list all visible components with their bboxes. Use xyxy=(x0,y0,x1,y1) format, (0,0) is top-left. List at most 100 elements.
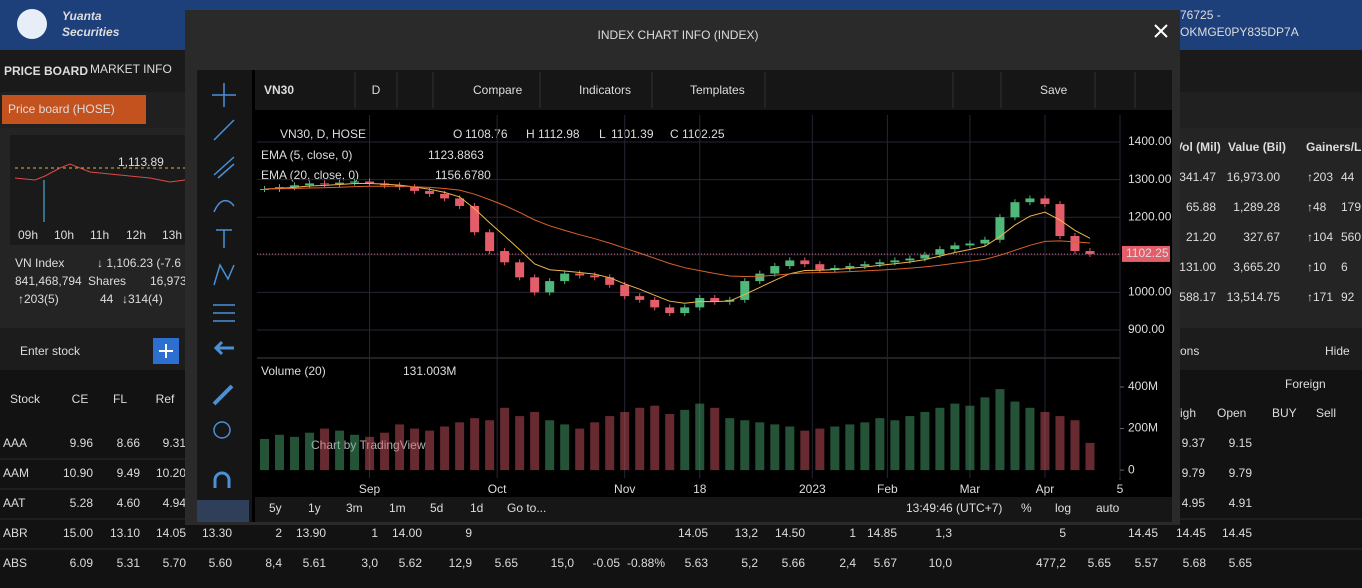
cell: 5,2 xyxy=(741,556,758,570)
cell: 9.49 xyxy=(117,466,141,480)
clock: 13:49:46 (UTC+7) xyxy=(906,501,1002,515)
range-button[interactable]: 5y xyxy=(269,501,282,515)
range-button[interactable]: 3m xyxy=(346,501,363,515)
column-header: Gainers/L xyxy=(1306,140,1361,154)
volume-bar xyxy=(515,416,525,471)
scale-button[interactable]: log xyxy=(1055,501,1071,515)
market-cell: ↑48 xyxy=(1307,200,1327,214)
fib-icon[interactable] xyxy=(213,156,235,179)
legend-value: 1156.6780 xyxy=(435,168,491,182)
volume-bar xyxy=(350,434,360,471)
cell: 10.20 xyxy=(156,466,186,480)
volume-bar xyxy=(305,432,315,471)
y2-tick-label: 200M xyxy=(1128,421,1158,435)
candle xyxy=(1085,251,1095,254)
text-icon[interactable] xyxy=(216,229,232,248)
zoom-icon[interactable] xyxy=(213,421,231,439)
market-cell: 131.00 xyxy=(1179,260,1216,274)
candle xyxy=(365,181,375,184)
candle xyxy=(875,262,885,265)
candle xyxy=(470,205,480,233)
candle xyxy=(860,264,870,267)
candle xyxy=(605,277,615,285)
crosshair-icon[interactable] xyxy=(212,83,236,107)
tool-icons xyxy=(212,83,236,488)
volume-bar xyxy=(920,411,930,471)
x-tick-label: 2023 xyxy=(799,482,826,496)
scale-button[interactable]: auto xyxy=(1096,501,1120,515)
range-button[interactable]: 1d xyxy=(470,501,483,515)
volume-bar xyxy=(740,420,750,471)
back-icon[interactable] xyxy=(213,340,234,356)
magnet-icon[interactable] xyxy=(213,471,231,488)
indicators-button[interactable]: Indicators xyxy=(579,83,631,97)
mini-chart xyxy=(10,135,185,245)
volume-bar xyxy=(800,430,810,471)
legend-text: 1101.39 xyxy=(611,127,654,141)
candle xyxy=(290,185,300,188)
range-button[interactable]: Go to... xyxy=(507,501,546,515)
candle xyxy=(1070,236,1080,252)
cell: 14.45 xyxy=(1176,526,1206,540)
brush-icon[interactable] xyxy=(213,199,235,213)
tools-toggle[interactable] xyxy=(197,500,249,522)
market-cell: 560 xyxy=(1341,230,1361,244)
legend-text: VN30, D, HOSE xyxy=(280,127,366,141)
column-header: Open xyxy=(1217,406,1246,420)
volume-bar xyxy=(395,424,405,471)
cell: 5.57 xyxy=(1135,556,1159,570)
hide-button[interactable]: Hide xyxy=(1325,344,1350,358)
tab-label[interactable]: Price board (HOSE) xyxy=(8,102,115,116)
cell: 5 xyxy=(1059,526,1066,540)
options[interactable]: ons xyxy=(1180,344,1199,358)
candle xyxy=(935,249,945,255)
cell: 5.67 xyxy=(874,556,898,570)
cell: 15.00 xyxy=(63,526,93,540)
time-label: 12h xyxy=(126,228,146,242)
volume-bar xyxy=(575,428,585,471)
index-volume: 841,468,794 xyxy=(15,274,82,288)
volume-bar xyxy=(620,411,630,471)
volume-bar xyxy=(485,420,495,471)
interval-button[interactable]: D xyxy=(372,83,381,97)
legend-text: C xyxy=(670,127,679,141)
cell: 14.05 xyxy=(678,526,708,540)
candle xyxy=(710,298,720,302)
x-tick-label: 18 xyxy=(693,482,707,496)
templates-button[interactable]: Templates xyxy=(690,83,745,97)
candle xyxy=(1025,198,1035,203)
close-button[interactable] xyxy=(1154,24,1168,38)
prediction-icon[interactable] xyxy=(213,304,235,322)
cell: 14.45 xyxy=(1222,526,1252,540)
save-button[interactable]: Save xyxy=(1040,83,1068,97)
legend-value: 1123.8863 xyxy=(428,148,484,162)
compare-button[interactable]: Compare xyxy=(473,83,523,97)
stock-input[interactable]: Enter stock xyxy=(20,344,81,358)
trendline-icon[interactable] xyxy=(213,119,235,141)
mini-line xyxy=(14,163,186,183)
market-cell: 341.47 xyxy=(1179,170,1216,184)
scale-button[interactable]: % xyxy=(1021,501,1032,515)
ruler-icon[interactable] xyxy=(212,384,234,406)
y-tick-label: 1200.00 xyxy=(1128,209,1172,223)
nav-item[interactable]: PRICE BOARD xyxy=(4,64,88,78)
x-tick-label: Apr xyxy=(1036,482,1055,496)
symbol-button[interactable]: VN30 xyxy=(264,83,294,97)
candle xyxy=(320,183,330,185)
candle xyxy=(845,266,855,268)
range-button[interactable]: 1y xyxy=(308,501,321,515)
cell: 1 xyxy=(849,526,856,540)
range-button[interactable]: 1m xyxy=(389,501,406,515)
tab[interactable] xyxy=(2,95,146,124)
volume-bar xyxy=(755,422,765,471)
time-label: 11h xyxy=(90,228,109,242)
pattern-icon[interactable] xyxy=(213,263,235,286)
cell: 10.90 xyxy=(63,466,93,480)
range-button[interactable]: 5d xyxy=(430,501,443,515)
logo xyxy=(17,9,47,39)
volume-bar xyxy=(710,407,720,471)
cell: 13,2 xyxy=(735,526,759,540)
nav-item[interactable]: MARKET INFO xyxy=(90,62,172,76)
chart-toolbar xyxy=(255,70,1172,110)
